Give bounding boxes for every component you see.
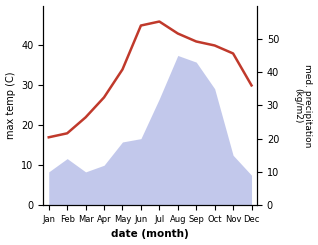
Y-axis label: med. precipitation
(kg/m2): med. precipitation (kg/m2) (293, 64, 313, 147)
Y-axis label: max temp (C): max temp (C) (5, 72, 16, 139)
X-axis label: date (month): date (month) (111, 230, 189, 239)
